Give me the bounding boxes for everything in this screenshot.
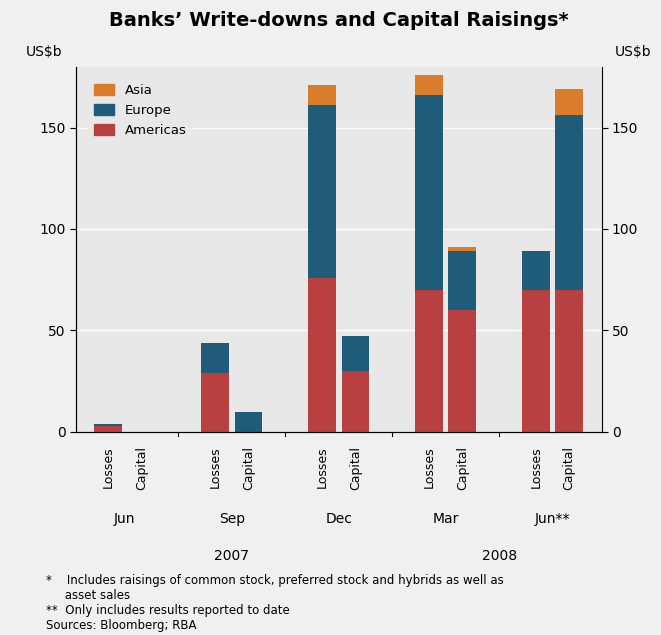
- Bar: [555, 290, 583, 432]
- Text: Jun**: Jun**: [535, 512, 570, 526]
- Text: Capital: Capital: [563, 446, 576, 490]
- Bar: [342, 337, 369, 371]
- Legend: Asia, Europe, Americas: Asia, Europe, Americas: [88, 77, 193, 144]
- Text: US$b: US$b: [615, 45, 652, 59]
- Text: Losses: Losses: [102, 446, 115, 488]
- Text: 2007: 2007: [214, 549, 249, 563]
- Bar: [522, 251, 550, 290]
- Bar: [415, 95, 443, 290]
- Bar: [415, 290, 443, 432]
- Text: US$b: US$b: [26, 45, 63, 59]
- Text: Capital: Capital: [349, 446, 362, 490]
- Bar: [415, 75, 443, 95]
- Text: Losses: Losses: [316, 446, 329, 488]
- Text: 2008: 2008: [482, 549, 517, 563]
- Bar: [308, 277, 336, 432]
- Bar: [202, 373, 229, 432]
- Bar: [95, 424, 122, 425]
- Bar: [308, 85, 336, 105]
- Bar: [448, 251, 476, 310]
- Bar: [555, 89, 583, 116]
- Bar: [555, 116, 583, 290]
- Text: Losses: Losses: [422, 446, 436, 488]
- Bar: [235, 411, 262, 432]
- Text: Capital: Capital: [456, 446, 469, 490]
- Bar: [202, 342, 229, 373]
- Text: Mar: Mar: [432, 512, 459, 526]
- Text: Sep: Sep: [219, 512, 245, 526]
- Text: Capital: Capital: [135, 446, 148, 490]
- Text: Banks’ Write-downs and Capital Raisings*: Banks’ Write-downs and Capital Raisings*: [109, 11, 568, 30]
- Text: Losses: Losses: [209, 446, 221, 488]
- Bar: [448, 247, 476, 251]
- Text: Losses: Losses: [529, 446, 543, 488]
- Bar: [308, 105, 336, 277]
- Bar: [448, 310, 476, 432]
- Bar: [522, 290, 550, 432]
- Text: Dec: Dec: [325, 512, 352, 526]
- Text: Jun: Jun: [114, 512, 136, 526]
- Text: *    Includes raisings of common stock, preferred stock and hybrids as well as
 : * Includes raisings of common stock, pre…: [46, 574, 504, 632]
- Text: Capital: Capital: [242, 446, 255, 490]
- Bar: [342, 371, 369, 432]
- Bar: [95, 425, 122, 432]
